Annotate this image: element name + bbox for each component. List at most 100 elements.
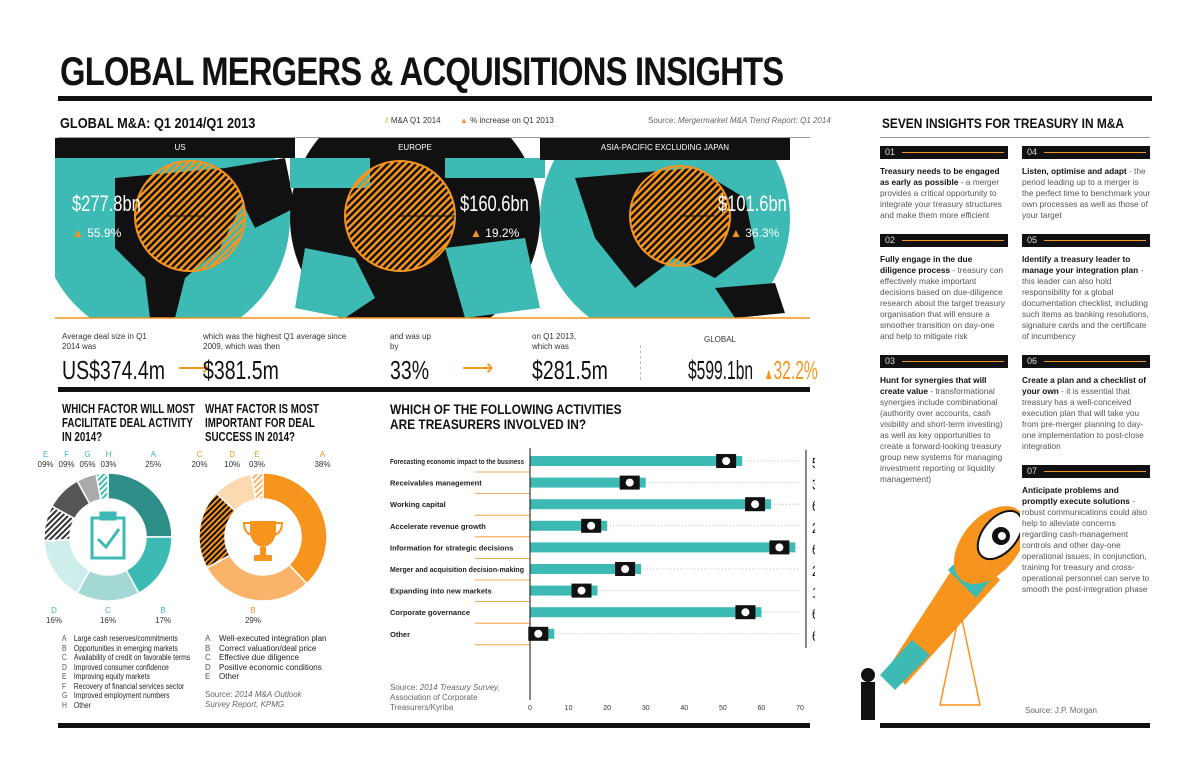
chart1-legend: A Large cash reserves/commitments B Opportu…	[62, 634, 190, 710]
legend-item: C Effective due diligence	[205, 653, 299, 662]
legend-ma: ⫽ M&A Q1 2014	[385, 116, 441, 125]
insight-number: 01	[880, 146, 1008, 159]
global-source: Source: Mergermarket M&A Trend Report: Q…	[648, 116, 831, 125]
legend-item: D Positive economic conditions	[205, 662, 322, 672]
trophy-icon	[242, 521, 284, 561]
stat-value: US$374.4m	[62, 355, 165, 385]
telescope-illustration	[861, 506, 1020, 720]
chart3-source: Source: 2014 Treasury Survey, Association…	[390, 683, 500, 712]
slice-label: E 09%	[37, 450, 54, 469]
x-tick-label: 20	[603, 705, 611, 712]
bar-category-label: Merger and acquisition decision-making	[390, 565, 524, 574]
stat-value: $381.5m	[203, 355, 279, 385]
bar-value-label: 62.5%	[812, 498, 815, 515]
bar-value-label: 20%	[812, 519, 815, 536]
bottom-rule-right	[880, 723, 1150, 728]
slice-label: F 09%	[58, 450, 75, 469]
legend-item: D Improved consumer confidence	[62, 662, 169, 672]
region-value-asia: $101.6bn	[718, 191, 787, 216]
donut-slice-e	[250, 472, 264, 501]
bar-value-label: 6.3%	[812, 627, 815, 644]
legend-item: C Availability of credit on favorable ter…	[62, 653, 191, 662]
slice-label: C 16%	[99, 606, 116, 625]
chart2-source: Source: 2014 M&A Outlook Survey Report, …	[205, 690, 302, 709]
bar	[530, 585, 598, 596]
insight-07: 07 Anticipate problems and promptly execu…	[1022, 465, 1150, 594]
divider	[640, 345, 641, 380]
slice-label: A 25%	[145, 450, 162, 469]
slice-label: B 17%	[155, 606, 172, 625]
bar-value-label: 17.5%	[812, 584, 815, 601]
stat-label: and was up by	[390, 332, 431, 351]
bar-category-label: Working capital	[390, 500, 446, 509]
x-tick-label: 0	[528, 705, 532, 712]
x-tick-label: 40	[680, 705, 688, 712]
insight-03: 03 Hunt for synergies that will create va…	[880, 355, 1010, 485]
slice-label: H 03%	[100, 450, 117, 469]
bar-value-label: 28.8%	[812, 563, 815, 580]
triangle-up-icon: ▲	[460, 116, 468, 125]
top-rule	[58, 96, 1152, 101]
stat-label: Average deal size in Q1 2014 was	[62, 332, 147, 351]
chart2-legend: A Well-executed integration plan B Correct …	[205, 634, 326, 682]
insights-source: Source: J.P. Morgan	[1025, 706, 1097, 715]
legend-item: E Other	[205, 672, 240, 681]
donut-slice-a	[262, 472, 328, 585]
region-label-europe: EUROPE	[398, 143, 432, 152]
x-tick-label: 30	[642, 705, 650, 712]
insight-number: 05	[1022, 234, 1150, 247]
bar-chart: Forecasting economic impact to the busin…	[390, 448, 815, 712]
bar	[530, 520, 608, 531]
global-heading: GLOBAL M&A: Q1 2014/Q1 2013	[60, 115, 256, 132]
globes	[55, 138, 810, 319]
legend-item: G Improved employment numbers	[62, 691, 170, 700]
globe-us	[55, 138, 295, 318]
bar	[530, 542, 796, 553]
insight-02: 02 Fully engage in the due diligence proc…	[880, 234, 1010, 342]
legend-item: A Well-executed integration plan	[205, 634, 327, 643]
stat-label: on Q1 2013, which was	[532, 332, 577, 351]
bar-category-label: Other	[390, 630, 410, 639]
bar	[530, 499, 772, 510]
insight-04: 04 Listen, optimise and adapt - the perio…	[1022, 146, 1151, 220]
region-value-us: $277.8bn	[72, 191, 141, 216]
clipboard-icon	[90, 511, 126, 560]
donut-slice-a	[107, 472, 173, 538]
slice-label: A 38%	[314, 450, 331, 469]
insight-01: 01 Treasury needs to be engaged as early …	[880, 146, 1010, 221]
region-label-asia: ASIA-PACIFIC EXCLUDING JAPAN	[600, 143, 730, 152]
global-increase: ▲32.2%	[764, 355, 818, 385]
bar	[530, 456, 743, 466]
stat-value: $281.5m	[532, 355, 608, 385]
legend-item: F Recovery of financial services sector	[62, 681, 185, 691]
bar	[530, 477, 646, 488]
region-label-us: US	[174, 143, 186, 152]
bar-value-label: 60%	[812, 606, 815, 623]
arrow-right-icon: ⟶	[178, 355, 210, 380]
stat-value: 33%	[390, 355, 430, 385]
section-rule	[58, 387, 810, 392]
insight-number: 02	[880, 234, 1008, 247]
bar	[530, 564, 642, 574]
bar-category-label: Accelerate revenue growth	[390, 522, 486, 531]
slice-label: B 29%	[244, 606, 261, 625]
x-tick-label: 70	[796, 705, 804, 712]
insight-06: 06 Create a plan and a checklist of your …	[1022, 355, 1152, 452]
legend-item: H Other	[62, 700, 91, 710]
bar-value-label: 30%	[812, 476, 815, 493]
insight-05: 05 Identify a treasury leader to manage y…	[1022, 234, 1150, 341]
bottom-rule-left	[58, 723, 810, 728]
insights-heading: SEVEN INSIGHTS FOR TREASURY IN M&A	[882, 115, 1124, 131]
bar-category-label: Expanding into new markets	[390, 587, 492, 596]
insights-column-2: 04 Listen, optimise and adapt - the perio…	[1022, 146, 1152, 608]
legend-item: B Correct valuation/deal price	[205, 643, 317, 653]
legend-item: E Improving equity markets	[62, 672, 150, 681]
legend-item: B Opportunities in emerging markets	[62, 643, 178, 653]
insight-number: 04	[1022, 146, 1150, 159]
slice-label: D 16%	[45, 606, 62, 625]
chart2-title: WHAT FACTOR IS MOST IMPORTANT FOR DEAL S…	[205, 401, 319, 444]
bar-value-label: 68.8%	[812, 541, 815, 558]
insight-number: 07	[1022, 465, 1150, 478]
bar-category-label: Receivables management	[390, 479, 482, 488]
slice-label: E 03%	[248, 450, 265, 469]
